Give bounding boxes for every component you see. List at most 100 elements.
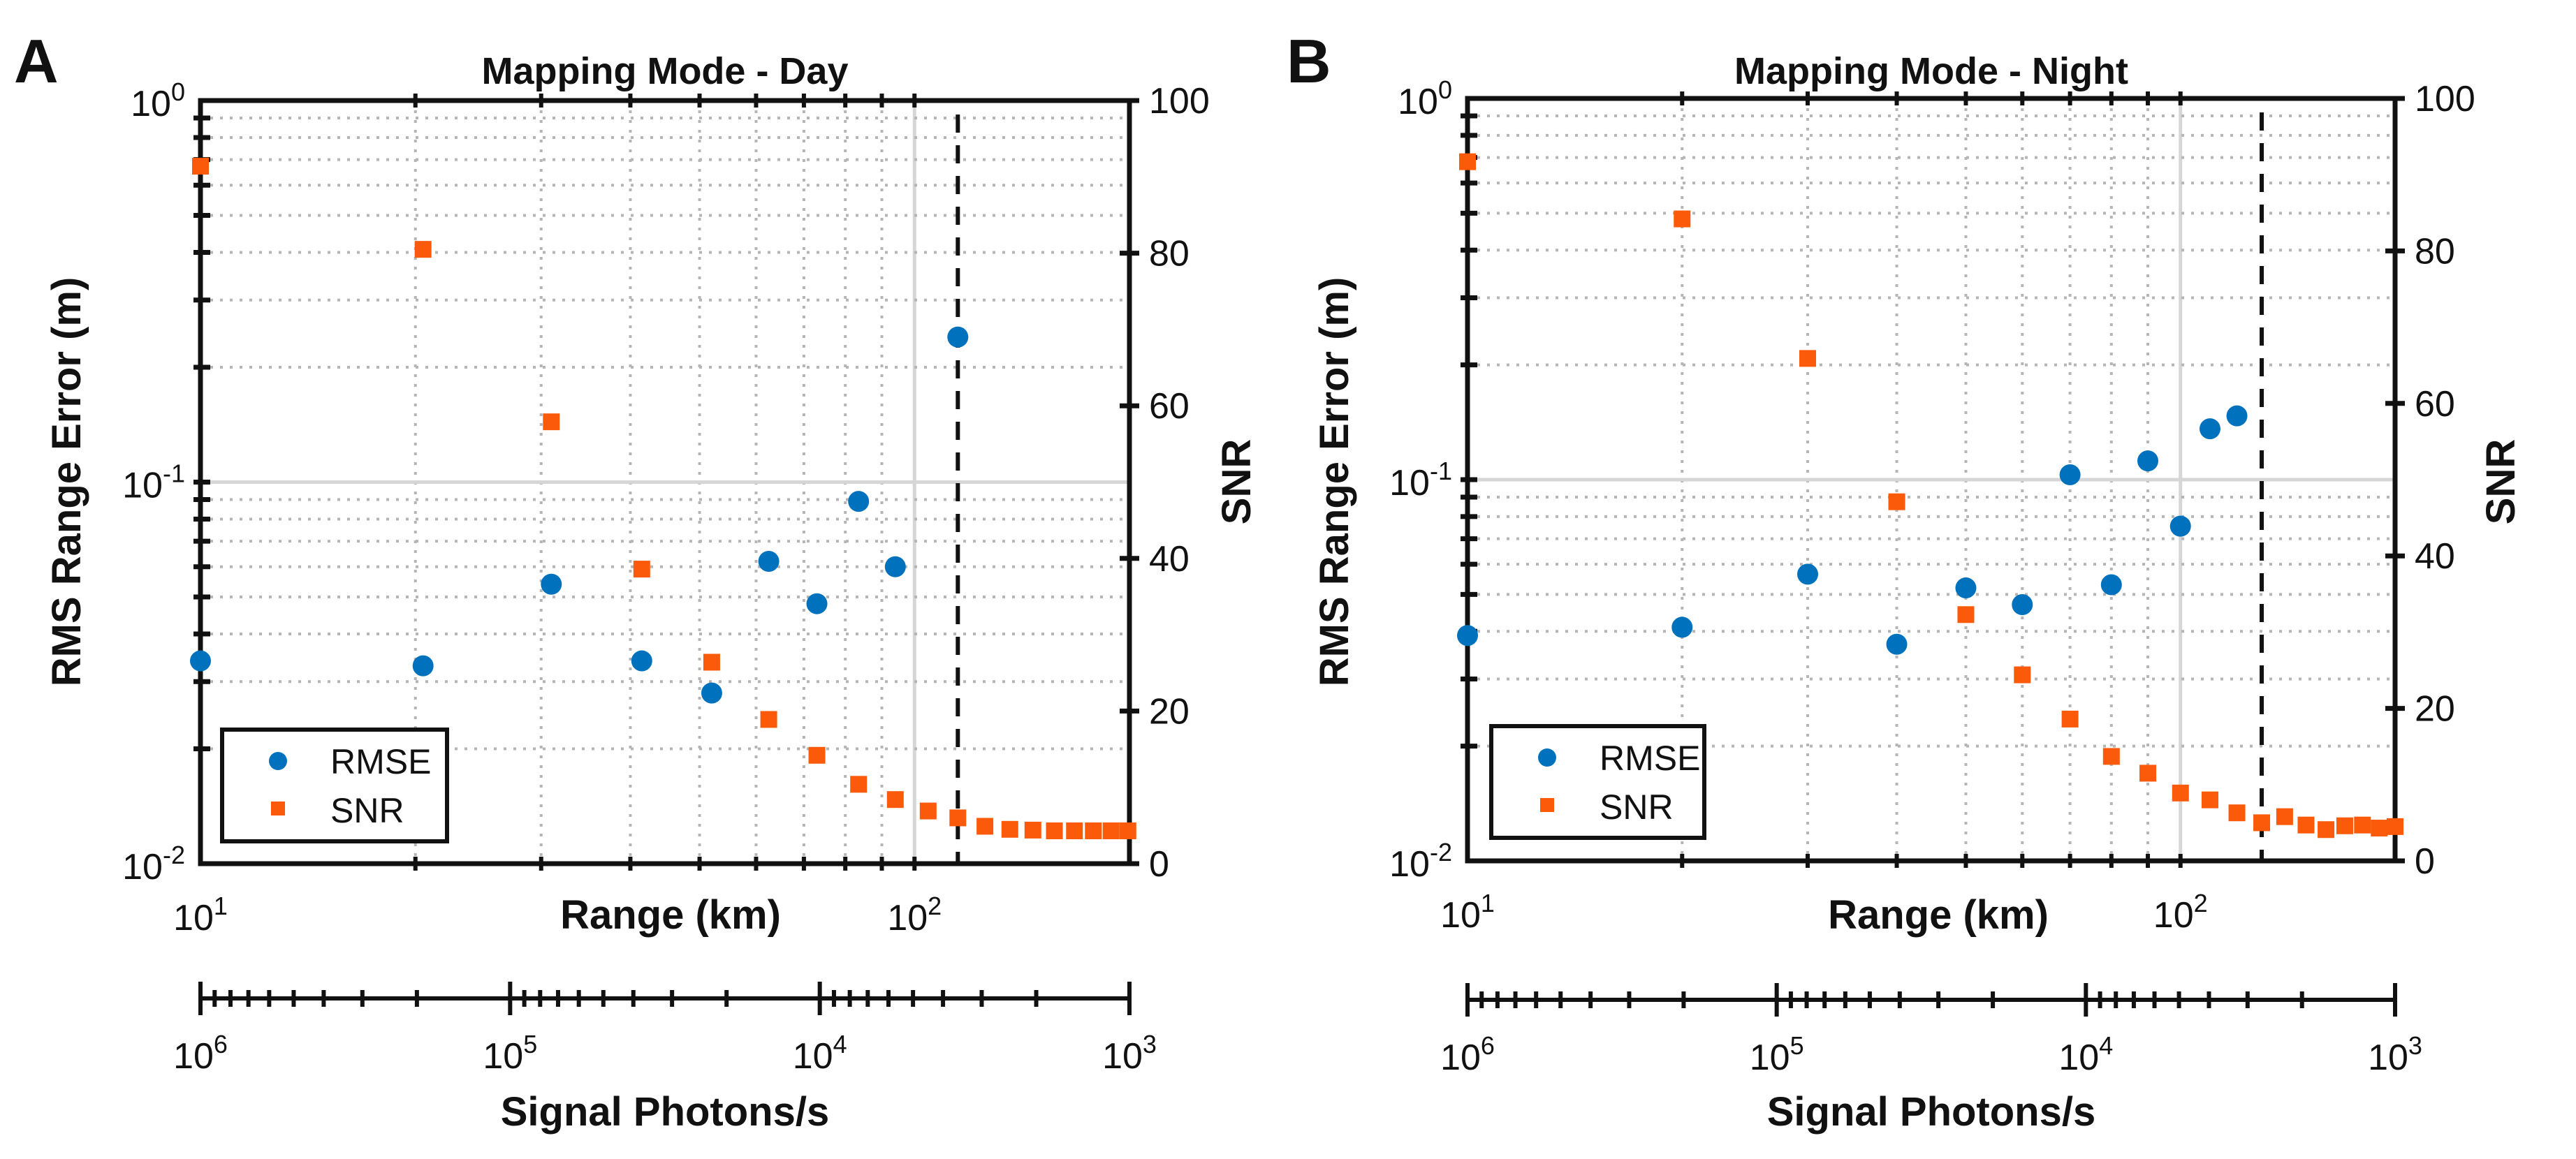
snr-point (1957, 606, 1975, 623)
photon-tick-label: 103 (1102, 1030, 1157, 1077)
x-tick-label: 102 (887, 892, 942, 938)
rmse-point (2199, 418, 2220, 440)
rmse-point (758, 550, 780, 572)
photon-axis: 106 105 104 103 (173, 982, 1157, 1077)
rmse-point (1457, 625, 1478, 647)
grid (193, 94, 1129, 871)
snr-point (2297, 816, 2315, 834)
series-rmse (1457, 405, 2248, 655)
photon-tick-label: 105 (1750, 1031, 1804, 1078)
rmse-point (947, 326, 969, 348)
rmse-point (412, 655, 434, 677)
rmse-point (2100, 574, 2122, 596)
photon-tick-label: 104 (2058, 1031, 2113, 1078)
y2-tick-label: 0 (2415, 841, 2435, 882)
rmse-point (1886, 633, 1908, 655)
chart-title: Mapping Mode - Night (1734, 50, 2128, 92)
snr-point (2354, 816, 2371, 834)
x-tick-label: 101 (173, 892, 228, 938)
y2-axis-label: SNR (2478, 439, 2524, 524)
y-tick-label: 10-1 (122, 459, 185, 506)
photon-tick-label: 105 (483, 1030, 537, 1077)
photon-tick-label: 106 (173, 1030, 228, 1077)
photon-axis: 106 105 104 103 (1440, 983, 2422, 1078)
snr-point (2102, 748, 2120, 765)
rmse-point (631, 650, 652, 672)
snr-point (808, 746, 826, 764)
legend-label: RMSE (330, 742, 431, 781)
legend-snr-marker (1540, 798, 1554, 812)
chart-title: Mapping Mode - Day (482, 50, 849, 92)
snr-point (2061, 710, 2079, 728)
y-axis-label: RMS Range Error (m) (44, 277, 89, 687)
snr-point (1102, 822, 1120, 840)
x-axis-label: Range (km) (1828, 892, 2049, 938)
snr-point (886, 791, 904, 809)
y2-axis-label: SNR (1214, 439, 1259, 524)
plot-frame (1465, 96, 2398, 864)
snr-point (192, 157, 209, 175)
rmse-point (541, 573, 562, 595)
legend-snr-marker (271, 802, 285, 815)
snr-point (850, 776, 868, 793)
rmse-point (2137, 450, 2159, 472)
snr-point (1024, 821, 1041, 839)
y-tick-label: 10-1 (1389, 457, 1452, 503)
rmse-point (1797, 563, 1819, 585)
rmse-point (2059, 464, 2081, 485)
legend-rmse-marker (1538, 748, 1556, 767)
x-tick-label: 101 (1440, 889, 1495, 936)
y-tick-label: 10-2 (122, 841, 185, 887)
y2-tick-label: 60 (1149, 386, 1190, 427)
series-snr (192, 157, 1136, 840)
rmse-point (2226, 405, 2248, 427)
rmse-point (2012, 594, 2033, 616)
x-axis-label: Range (km) (560, 892, 781, 938)
snr-point (2139, 765, 2157, 782)
legend-rmse-marker (269, 752, 287, 770)
snr-point (2253, 814, 2271, 832)
x2-axis-label: Signal Photons/s (1767, 1089, 2096, 1135)
y2-tick-label: 60 (2415, 384, 2455, 425)
snr-point (2336, 817, 2353, 834)
snr-point (919, 802, 937, 820)
series-rmse (190, 326, 969, 704)
x-tick-label: 102 (2153, 889, 2208, 936)
snr-point (2228, 804, 2246, 822)
snr-point (703, 654, 720, 671)
y2-tick-label: 40 (2415, 536, 2455, 577)
snr-point (543, 413, 560, 431)
series-snr (1459, 153, 2403, 839)
rmse-point (190, 650, 211, 672)
panel-letter: A (14, 27, 59, 96)
rmse-point (1671, 617, 1693, 638)
snr-point (2318, 821, 2335, 839)
y-axis-label: RMS Range Error (m) (1312, 277, 1357, 687)
y2-tick-label: 80 (1149, 234, 1190, 274)
snr-point (1046, 822, 1063, 840)
legend-label: RMSE (1600, 739, 1700, 778)
snr-point (2201, 791, 2218, 809)
legend-box (220, 728, 449, 843)
photon-tick-label: 104 (793, 1030, 847, 1077)
y2-tick-label: 80 (2415, 231, 2455, 272)
snr-point (949, 809, 967, 827)
legend: RMSE SNR (1489, 724, 1706, 840)
y-tick-label: 10-2 (1389, 838, 1452, 885)
y2-tick-label: 100 (1149, 81, 1210, 121)
rmse-point (884, 556, 906, 577)
rmse-point (701, 682, 722, 704)
snr-point (1066, 822, 1083, 840)
rmse-point (1955, 577, 1977, 599)
legend-label: SNR (330, 791, 404, 830)
x2-axis-label: Signal Photons/s (501, 1089, 830, 1135)
snr-point (976, 818, 994, 835)
rmse-point (806, 593, 828, 614)
y2-tick-label: 20 (2415, 689, 2455, 730)
panel-a: A Mapping Mode - Day Range (km) Signal P… (14, 27, 1259, 1135)
photon-tick-label: 103 (2368, 1031, 2422, 1078)
legend: RMSE SNR (220, 728, 449, 843)
y-tick-label: 100 (131, 77, 185, 124)
snr-point (2172, 784, 2189, 802)
